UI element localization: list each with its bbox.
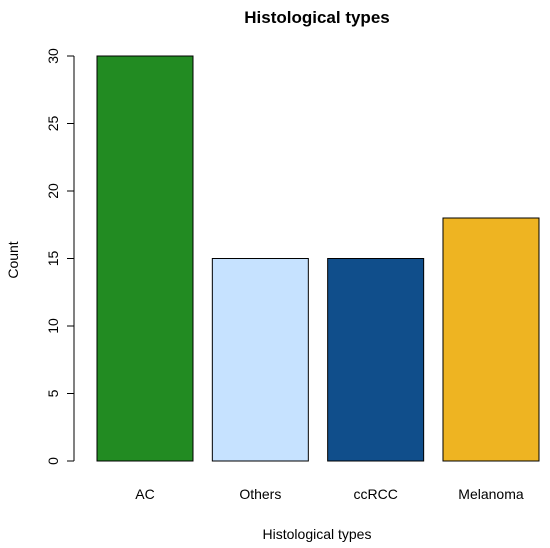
x-tick-label: AC [135, 486, 154, 502]
x-tick-label: ccRCC [353, 486, 397, 502]
bar-melanoma [442, 217, 540, 462]
chart-title: Histological types [244, 8, 389, 27]
x-axis-label: Histological types [263, 526, 372, 542]
y-axis-label: Count [5, 241, 21, 278]
y-tick-label: 10 [45, 318, 61, 334]
x-tick-label: Melanoma [458, 486, 524, 502]
bar-ac [96, 55, 194, 462]
y-tick-label: 30 [45, 48, 61, 64]
x-tick-labels: AC Others ccRCC Melanoma [135, 486, 524, 502]
x-tick-label: Others [239, 486, 281, 502]
bars [96, 55, 540, 462]
y-tick-label: 15 [45, 251, 61, 267]
y-axis: 0 5 10 15 20 25 30 [45, 48, 75, 465]
y-tick-label: 5 [45, 389, 61, 397]
y-tick-label: 20 [45, 183, 61, 199]
bar-ccrcc [327, 258, 425, 462]
y-tick-label: 0 [45, 457, 61, 465]
bar-others [211, 258, 309, 462]
y-tick-label: 25 [45, 116, 61, 132]
